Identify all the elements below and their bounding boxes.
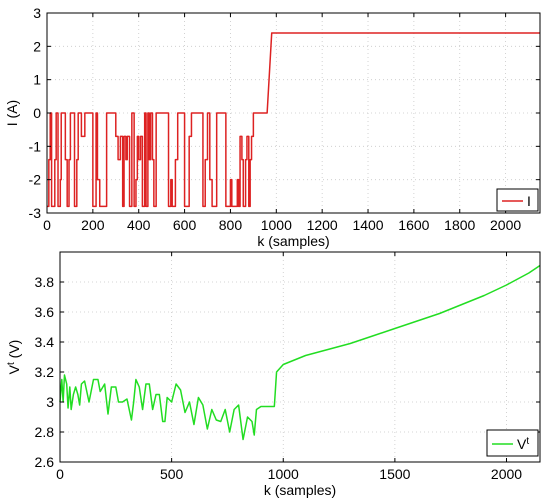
y-tick-label: 3 [46,394,54,410]
x-tick-label: 2000 [491,466,522,482]
legend-box [486,429,539,457]
y-tick-label: 0 [33,105,41,121]
legend-box [496,188,539,212]
legend-label: Vt [517,436,529,453]
x-tick-label: 2000 [490,217,521,233]
x-tick-label: 500 [160,466,184,482]
x-tick-label: 0 [56,466,64,482]
chart-panel-2: 0 500 1000 1500 2000 2.6 2.8 3 3.2 3.4 3.6 3.8 k (sa… [6,251,541,498]
x-tick-label: 800 [219,217,243,233]
y-tick-label: 3 [33,5,41,21]
x-tick-label: 1800 [444,217,475,233]
x-tick-label: 1200 [307,217,338,233]
x-tick-label: 1400 [352,217,383,233]
plot-area [47,13,540,213]
legend-label: I [527,193,531,209]
x-tick-label: 1000 [261,217,292,233]
y-tick-label: -3 [29,205,42,221]
y-tick-label: 1 [33,72,41,88]
y-tick-label: -2 [29,172,42,188]
x-tick-label: 1500 [379,466,410,482]
y-tick-label: 2 [33,38,41,54]
y-tick-label: -1 [29,138,42,154]
y-tick-label: 2.8 [35,424,55,440]
series-line-1 [47,32,540,208]
y-tick-label: 3.8 [35,274,55,290]
x-axis-label: k (samples) [264,482,336,498]
legend: I [496,188,539,212]
x-tick-label: 1600 [398,217,429,233]
y-tick-label: 2.6 [35,454,55,470]
y-tick-label: 3.4 [35,334,55,350]
legend: Vt [486,429,539,457]
chart-panel-1: 0 200 400 600 800 1000 1200 1400 1600 1800 2000 -3 -… [4,5,541,249]
y-tick-label: 3.2 [35,364,55,380]
y-axis-label: Vt (V) [6,340,23,375]
x-tick-label: 0 [43,217,51,233]
series-line-1 [59,264,541,441]
x-axis-label: k (samples) [257,233,329,249]
x-tick-label: 1000 [268,466,299,482]
x-tick-label: 600 [173,217,197,233]
x-tick-label: 200 [81,217,105,233]
axes-frame [59,251,541,463]
x-tick-label: 400 [127,217,151,233]
y-axis-label: I (A) [4,100,20,126]
y-tick-label: 3.6 [35,304,55,320]
